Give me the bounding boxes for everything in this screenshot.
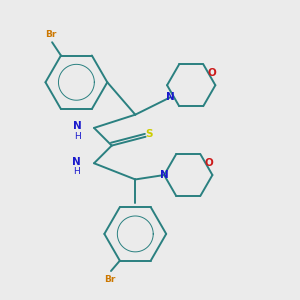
Text: H: H	[74, 132, 81, 141]
Text: N: N	[72, 158, 81, 167]
Text: Br: Br	[45, 30, 56, 39]
Text: H: H	[73, 167, 80, 176]
Text: O: O	[205, 158, 214, 168]
Text: N: N	[160, 170, 169, 180]
Text: O: O	[208, 68, 217, 78]
Text: Br: Br	[104, 274, 115, 284]
Text: N: N	[166, 92, 175, 102]
Text: N: N	[74, 122, 82, 131]
Text: S: S	[146, 129, 153, 140]
